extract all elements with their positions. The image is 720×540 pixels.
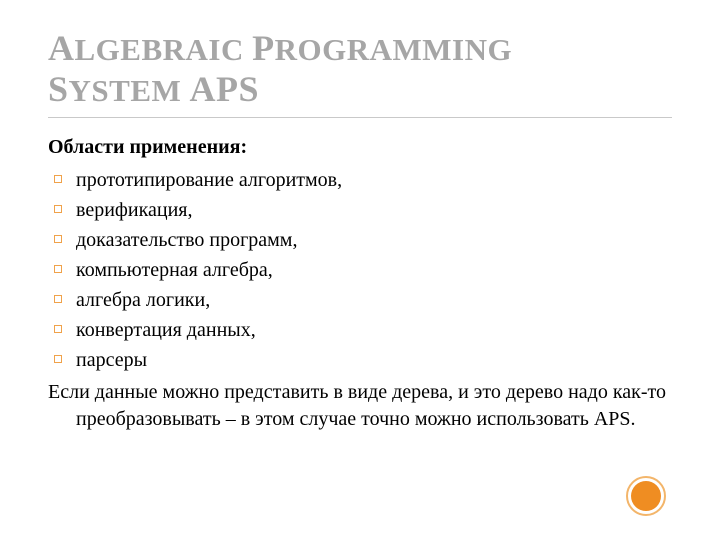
- list-item: верификация,: [52, 195, 672, 225]
- title-underline: [48, 117, 672, 118]
- list-item: доказательство программ,: [52, 225, 672, 255]
- list-item: прототипирование алгоритмов,: [52, 165, 672, 195]
- slide: ALGEBRAIC PROGRAMMING SYSTEM APS Области…: [0, 0, 720, 540]
- list-item: алгебра логики,: [52, 285, 672, 315]
- bullet-list: прототипирование алгоритмов, верификация…: [48, 165, 672, 375]
- subheading: Области применения:: [48, 136, 672, 159]
- title-cap-p: P: [252, 28, 275, 68]
- circle-decoration-icon: [626, 476, 666, 516]
- slide-title: ALGEBRAIC PROGRAMMING SYSTEM APS: [48, 28, 672, 111]
- list-item: компьютерная алгебра,: [52, 255, 672, 285]
- title-cap-aps: APS: [190, 69, 260, 109]
- list-item: конвертация данных,: [52, 315, 672, 345]
- closing-paragraph: Если данные можно представить в виде дер…: [48, 379, 672, 433]
- title-cap-s: S: [48, 69, 69, 109]
- title-cap-a: A: [48, 28, 75, 68]
- title-frag-ystem: YSTEM: [69, 73, 190, 108]
- list-item: парсеры: [52, 345, 672, 375]
- title-frag-lgebraic: LGEBRAIC: [75, 32, 253, 67]
- title-frag-rogramming: ROGRAMMING: [275, 32, 512, 67]
